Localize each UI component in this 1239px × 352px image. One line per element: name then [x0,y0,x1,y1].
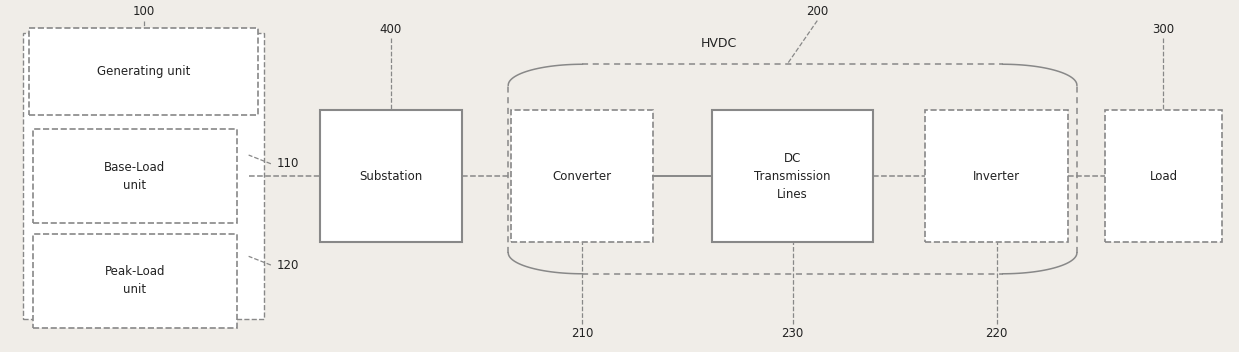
Text: DC
Transmission
Lines: DC Transmission Lines [755,151,831,201]
Bar [320,109,462,243]
Text: Load: Load [1150,170,1177,182]
Text: 120: 120 [278,259,300,271]
Bar [512,109,653,243]
Text: Converter: Converter [553,170,612,182]
Text: 300: 300 [1152,23,1175,36]
Bar [712,109,873,243]
Bar [1105,109,1222,243]
Text: Generating unit: Generating unit [97,65,191,78]
Text: HVDC: HVDC [700,37,736,50]
Bar [33,234,237,328]
Text: Peak-Load
unit: Peak-Load unit [104,265,165,296]
Bar [24,33,264,319]
Text: Substation: Substation [359,170,422,182]
Text: 200: 200 [807,5,829,18]
Text: 110: 110 [278,157,300,170]
Bar [33,129,237,223]
Text: 210: 210 [571,327,593,340]
Bar [30,27,258,115]
Text: 220: 220 [985,327,1007,340]
Bar [926,109,1068,243]
Text: 230: 230 [782,327,804,340]
Text: 100: 100 [133,5,155,18]
Text: 400: 400 [379,23,401,36]
Text: Base-Load
unit: Base-Load unit [104,161,166,191]
Text: Inverter: Inverter [973,170,1020,182]
